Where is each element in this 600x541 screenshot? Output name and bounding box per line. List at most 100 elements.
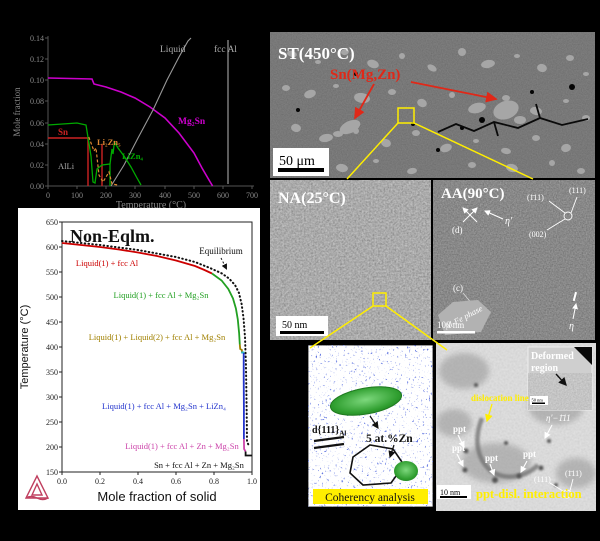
scheil-red bbox=[61, 242, 213, 275]
caption-label: Coherency analysis bbox=[325, 492, 415, 504]
scale-bar: 50 nm bbox=[276, 316, 328, 336]
x-tick: 0.0 bbox=[57, 477, 67, 486]
phase-label-magenta: Liquid(1) + fcc Al + Zn + Mg₂Sn bbox=[125, 441, 239, 451]
d111-label: d{111}Al bbox=[312, 425, 346, 438]
deformed-region-inset: Deformed region 50 nm bbox=[527, 346, 593, 411]
y-tick: 650 bbox=[46, 218, 58, 227]
x-tick-labels: 0.0 0.2 0.4 0.6 0.8 1.0 bbox=[57, 477, 257, 486]
eta-label: η bbox=[569, 321, 574, 332]
x-tick: 200 bbox=[100, 191, 112, 200]
eta-plane-arrow bbox=[544, 424, 553, 439]
scale-bar: 100 nm bbox=[437, 320, 475, 334]
x-tick: 600 bbox=[217, 191, 229, 200]
ppt-label-2: ppt bbox=[452, 443, 465, 453]
li2zn5-curve bbox=[88, 136, 119, 186]
precipitate-spots bbox=[462, 383, 558, 487]
ppt-arrow-4 bbox=[520, 460, 528, 473]
x-tick: 100 bbox=[71, 191, 83, 200]
coherency-panel: d{111}Al 5 at.%Zn Coherency analysis bbox=[308, 345, 433, 507]
axes bbox=[47, 36, 254, 187]
na-micrograph-panel: NA(25°C) 50 nm bbox=[270, 180, 431, 340]
y-tick: 0.00 bbox=[30, 182, 44, 191]
y-tick: 0.08 bbox=[30, 97, 44, 106]
phase-fraction-chart: 0.14 0.12 0.10 0.08 0.06 0.04 0.02 0.00 … bbox=[12, 34, 258, 210]
deformed-label-line2: region bbox=[531, 363, 558, 374]
equilibrium-label: Equilibrium bbox=[199, 246, 243, 256]
phase-label-red: Liquid(1) + fcc Al bbox=[76, 258, 139, 268]
y-tick: 150 bbox=[46, 468, 58, 477]
y-tick: 300 bbox=[46, 393, 58, 402]
y-tick: 0.10 bbox=[30, 76, 44, 85]
sn-label: Sn bbox=[58, 127, 68, 137]
y-tick: 450 bbox=[46, 318, 58, 327]
y-tick: 550 bbox=[46, 268, 58, 277]
panel-title: AA(90°C) bbox=[441, 186, 505, 202]
y-tick: 400 bbox=[46, 343, 58, 352]
phase-label-black: Sn + fcc Al + Zn + Mg₂Sn bbox=[154, 460, 245, 470]
li2zn5-label: Li₂Zn₅ bbox=[97, 137, 121, 147]
y-tick-labels: 650 600 550 500 450 400 350 300 250 200 … bbox=[46, 218, 58, 477]
sn-curve bbox=[48, 137, 103, 186]
panel-title: ST(450°C) bbox=[278, 44, 355, 63]
x-tick: 0 bbox=[46, 191, 50, 200]
scale-bar-label: 10 nm bbox=[440, 488, 461, 497]
panel-title: NA(25°C) bbox=[278, 190, 346, 207]
y-tick: 0.04 bbox=[30, 140, 44, 149]
ppt-label-1: ppt bbox=[453, 424, 466, 434]
mg2sn-curve bbox=[47, 77, 214, 187]
dislocation-arrow bbox=[485, 403, 493, 423]
lattice-fringes bbox=[313, 435, 345, 450]
ppt-arrow-3 bbox=[489, 463, 496, 477]
thermocalc-logo bbox=[24, 474, 50, 501]
y-tick: 0.02 bbox=[30, 161, 44, 170]
ppt-label-3: ppt bbox=[485, 453, 498, 463]
x-tick: 0.2 bbox=[95, 477, 105, 486]
equilibrium-curve bbox=[61, 240, 251, 448]
x-tick: 700 bbox=[246, 191, 258, 200]
d-cross-marker bbox=[462, 207, 478, 223]
plane-002-label: (002) bbox=[529, 230, 547, 239]
y-tick: 600 bbox=[46, 243, 58, 252]
ppt-label-4: ppt bbox=[523, 449, 536, 459]
plane-1bar11-label: (1̄11) bbox=[527, 193, 544, 202]
chart-background bbox=[18, 208, 260, 510]
zn-content-label: 5 at.%Zn bbox=[366, 433, 413, 445]
x-tick: 1.0 bbox=[247, 477, 257, 486]
d-label: (d) bbox=[452, 225, 463, 235]
fcc-al-label: fcc Al bbox=[214, 44, 237, 55]
x-tick: 300 bbox=[129, 191, 141, 200]
c-label: (c) bbox=[453, 283, 463, 293]
phase-label-green: Liquid(1) + fcc Al + Mg₂Sn bbox=[114, 290, 210, 300]
scheil-green bbox=[211, 272, 241, 345]
st-micrograph-panel: ST(450°C) Sn(Mg,Zn) 50 μm bbox=[270, 32, 595, 178]
solidification-chart: 650 600 550 500 450 400 350 300 250 200 … bbox=[18, 208, 260, 510]
deformed-arrow bbox=[555, 373, 567, 387]
x-axis-title: Temperature (°C) bbox=[116, 200, 186, 210]
caption-label: ppt-disl. interaction bbox=[476, 487, 582, 501]
precipitate-green-small bbox=[394, 461, 418, 481]
ppt-arrow-2 bbox=[456, 453, 464, 467]
scale-bar-label: 50 nm bbox=[282, 320, 308, 331]
lizn4-curve-1 bbox=[47, 122, 111, 186]
eta-prime-label: η′ bbox=[505, 216, 513, 227]
caption: Coherency analysis bbox=[313, 489, 428, 504]
x-tick: 0.4 bbox=[133, 477, 143, 486]
y-tick: 200 bbox=[46, 443, 58, 452]
x-axis-title: Mole fraction of solid bbox=[97, 489, 216, 504]
y-axis-title: Temperature (°C) bbox=[19, 305, 31, 389]
sn-mg-zn-label: Sn(Mg,Zn) bbox=[330, 67, 400, 83]
mg2sn-label: Mg₂Sn bbox=[178, 117, 206, 127]
x-tick-labels: 0 100 200 300 400 500 600 700 bbox=[46, 191, 258, 200]
y-tick: 250 bbox=[46, 418, 58, 427]
inset-scale-box bbox=[530, 396, 548, 405]
liquid-curve bbox=[110, 37, 192, 187]
solute-speckle bbox=[308, 345, 433, 507]
zone-axis-key bbox=[546, 196, 578, 231]
plane-111-label: (111) bbox=[534, 475, 551, 484]
x-tick: 500 bbox=[188, 191, 200, 200]
zn-arrow-upper bbox=[369, 415, 379, 429]
inset-scale-label: 50 nm bbox=[532, 398, 544, 403]
phase-label-blue: Liquid(1) + fcc Al + Mg₂Sn + LiZn₄ bbox=[102, 401, 226, 411]
annotation-arrow-right bbox=[410, 81, 498, 103]
